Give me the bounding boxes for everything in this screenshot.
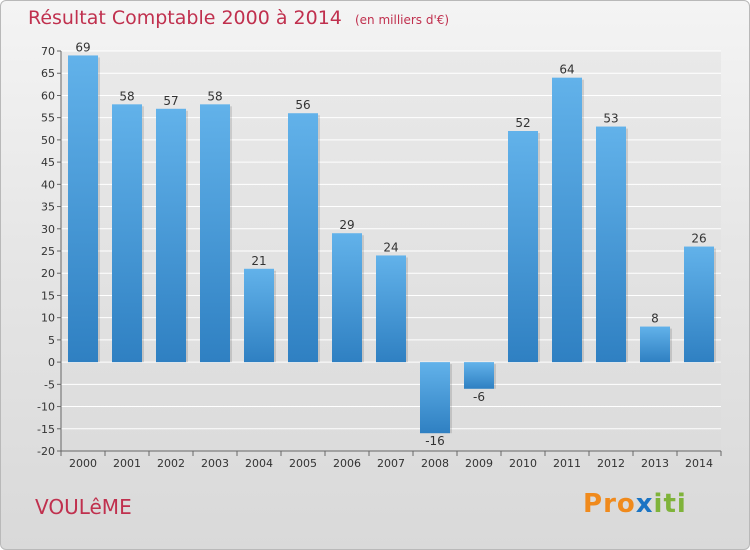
bar [552, 77, 582, 363]
x-tick-label: 2002 [157, 457, 185, 470]
x-tick-label: 2000 [69, 457, 97, 470]
x-tick-label: 2013 [641, 457, 669, 470]
bar-shadow [274, 270, 276, 363]
data-label: 56 [295, 98, 310, 112]
chart-title: Résultat Comptable 2000 à 2014 [28, 7, 342, 29]
y-tick-label: 70 [41, 45, 55, 58]
x-tick-label: 2001 [113, 457, 141, 470]
bar [112, 104, 142, 363]
chart-subtitle: (en milliers d'€) [354, 13, 450, 27]
bar [464, 362, 494, 389]
bar [244, 268, 274, 363]
logo-letter: i [653, 489, 664, 519]
proxiti-logo[interactable]: Proxiti [583, 489, 687, 519]
bar-shadow [582, 79, 584, 363]
bar-shadow [186, 110, 188, 363]
bar-shadow [714, 248, 716, 363]
bar [332, 233, 362, 363]
data-label: 64 [559, 63, 574, 77]
x-tick-label: 2003 [201, 457, 229, 470]
bar-shadow [670, 328, 672, 363]
y-tick-label: -15 [37, 423, 55, 436]
data-labels: 69 58 57 58 21 56 29 24 -16 -6 52 64 53 8 26 [75, 40, 706, 448]
bar-shadow [230, 106, 232, 363]
logo-letter: P [583, 489, 604, 519]
y-tick-label: 50 [41, 134, 55, 147]
x-tick-label: 2007 [377, 457, 405, 470]
chart-title-row: Résultat Comptable 2000 à 2014 (en milli… [28, 7, 449, 29]
axes: -20 -15 -10 -5 0 5 10 15 20 25 30 35 40 45 50 55 60 65 70 2… [37, 45, 722, 470]
bar [200, 104, 230, 363]
data-label: 53 [603, 112, 618, 126]
y-tick-label: 35 [41, 201, 55, 214]
x-tick-label: 2008 [421, 457, 449, 470]
bar-shadow [406, 257, 408, 363]
x-tick-label: 2012 [597, 457, 625, 470]
bar [68, 55, 98, 363]
bar [376, 255, 406, 363]
x-tick-label: 2014 [685, 457, 713, 470]
y-tick-label: 30 [41, 223, 55, 236]
y-tick-label: 10 [41, 312, 55, 325]
logo-letter: o [616, 489, 636, 519]
bar [596, 126, 626, 363]
y-tick-label: 0 [48, 356, 55, 369]
bar [420, 362, 450, 434]
data-label: -6 [473, 390, 485, 404]
bars [68, 55, 716, 434]
y-tick-label: 5 [48, 334, 55, 347]
bar [684, 246, 714, 363]
x-tick-label: 2009 [465, 457, 493, 470]
y-tick-label: -5 [44, 378, 55, 391]
y-tick-label: 65 [41, 67, 55, 80]
bar-shadow [494, 364, 496, 389]
data-label: 29 [339, 218, 354, 232]
logo-letter: r [603, 489, 617, 519]
logo-letter: x [635, 489, 654, 519]
data-label: 58 [119, 89, 134, 103]
bar-shadow [362, 235, 364, 363]
y-tick-label: 40 [41, 178, 55, 191]
data-label: 8 [651, 312, 659, 326]
y-tick-label: 15 [41, 289, 55, 302]
bar-shadow [318, 115, 320, 363]
bar-shadow [538, 133, 540, 363]
x-tick-label: 2004 [245, 457, 273, 470]
bar [640, 326, 670, 363]
logo-letter: i [676, 489, 687, 519]
data-label: 24 [383, 240, 398, 254]
bar-shadow [626, 128, 628, 363]
y-tick-label: 45 [41, 156, 55, 169]
x-tick-label: 2005 [289, 457, 317, 470]
bar-shadow [450, 364, 452, 434]
x-tick-label: 2010 [509, 457, 537, 470]
x-tick-label: 2006 [333, 457, 361, 470]
x-tick-label: 2011 [553, 457, 581, 470]
commune-name: VOULêME [35, 495, 132, 519]
data-label: -16 [425, 434, 445, 448]
bar [508, 131, 538, 363]
y-tick-label: 60 [41, 89, 55, 102]
data-label: 69 [75, 40, 90, 54]
data-label: 26 [691, 232, 706, 246]
bar-shadow [142, 106, 144, 363]
bar-shadow [98, 57, 100, 363]
y-tick-label: 20 [41, 267, 55, 280]
logo-letter: t [663, 489, 677, 519]
y-tick-label: -10 [37, 401, 55, 414]
y-tick-label: 55 [41, 112, 55, 125]
data-label: 58 [207, 89, 222, 103]
bar [156, 108, 186, 363]
y-tick-label: -20 [37, 445, 55, 458]
data-label: 21 [251, 254, 266, 268]
bar [288, 113, 318, 363]
data-label: 52 [515, 116, 530, 130]
data-label: 57 [163, 94, 178, 108]
y-tick-label: 25 [41, 245, 55, 258]
